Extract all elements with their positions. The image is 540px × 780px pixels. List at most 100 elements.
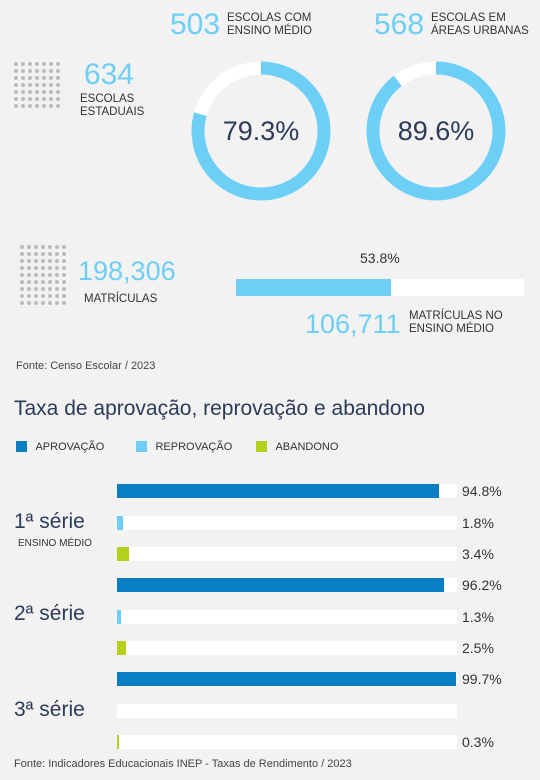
icon-dot <box>35 97 39 101</box>
source-top: Fonte: Censo Escolar / 2023 <box>16 360 156 372</box>
icon-dot <box>49 104 53 108</box>
icon-dot <box>56 83 60 87</box>
icon-dot <box>34 294 38 298</box>
icon-dot <box>42 76 46 80</box>
bar <box>117 609 122 624</box>
bar <box>117 735 119 749</box>
icon-dot <box>56 90 60 94</box>
icon-dot <box>49 90 53 94</box>
icon-dot <box>41 294 45 298</box>
bar-value-label: 1.8% <box>462 514 494 531</box>
ensino-medio-pct: 79.3% <box>222 116 300 146</box>
icon-dot <box>28 97 32 101</box>
icon-dot <box>27 259 31 263</box>
icon-dot <box>35 104 39 108</box>
icon-dot <box>41 301 45 305</box>
icon-dot <box>56 69 60 73</box>
legend: APROVAÇÃO REPROVAÇÃO ABANDONO <box>16 438 516 453</box>
icon-dot <box>62 245 66 249</box>
icon-dot <box>42 104 46 108</box>
legend-item-reprovacao: REPROVAÇÃO <box>136 438 232 456</box>
section-title: Taxa de aprovação, reprovação e abandono <box>14 397 425 420</box>
icon-dot <box>48 301 52 305</box>
bar <box>117 484 440 498</box>
icon-dot <box>28 76 32 80</box>
icon-dot <box>14 83 18 87</box>
icon-dot <box>34 280 38 284</box>
legend-item-abandono: ABANDONO <box>256 438 338 456</box>
matriculas-em-fill <box>236 279 391 296</box>
icon-dot <box>21 97 25 101</box>
icon-dot <box>55 252 59 256</box>
legend-label-abandono: ABANDONO <box>275 440 339 453</box>
icon-dot <box>48 252 52 256</box>
icon-dot <box>41 273 45 277</box>
icon-dot <box>55 301 59 305</box>
icon-dot <box>20 252 24 256</box>
urbanas-label: ESCOLAS EM ÁREAS URBANAS <box>431 12 529 37</box>
icon-dot <box>62 287 66 291</box>
icon-dot <box>27 252 31 256</box>
legend-swatch-aprovacao <box>16 441 27 453</box>
icon-dot <box>62 273 66 277</box>
icon-dot <box>48 259 52 263</box>
matriculas-em-track <box>236 279 524 296</box>
legend-item-aprovacao: APROVAÇÃO <box>16 438 104 456</box>
icon-dot <box>48 294 52 298</box>
icon-dot <box>49 97 53 101</box>
bar <box>117 641 126 655</box>
bar-track <box>117 703 457 718</box>
legend-swatch-reprovacao <box>136 441 147 453</box>
icon-dot <box>28 90 32 94</box>
legend-label-aprovacao: APROVAÇÃO <box>35 440 105 453</box>
icon-dot <box>49 69 53 73</box>
urbanas-ring-fill <box>366 61 506 201</box>
icon-dot <box>42 69 46 73</box>
icon-dot <box>55 280 59 284</box>
icon-dot <box>62 259 66 263</box>
icon-dot <box>41 259 45 263</box>
icon-dot <box>20 266 24 270</box>
group-label: 2ª série <box>14 602 85 625</box>
icon-dot <box>55 259 59 263</box>
icon-dot <box>42 83 46 87</box>
icon-dot <box>28 62 32 66</box>
bar <box>117 515 124 530</box>
icon-dot <box>41 287 45 291</box>
enrollment-icon <box>20 245 66 305</box>
school-building-icon <box>14 62 60 108</box>
ensino-medio-ring <box>191 61 331 201</box>
icon-dot <box>14 62 18 66</box>
icon-dot <box>55 245 59 249</box>
icon-dot <box>49 76 53 80</box>
icon-dot <box>48 287 52 291</box>
icon-dot <box>21 104 25 108</box>
ensino-medio-label: ESCOLAS COM ENSINO MÉDIO <box>227 12 312 37</box>
icon-dot <box>35 83 39 87</box>
group-sublabel: ENSINO MÉDIO <box>18 538 92 549</box>
icon-dot <box>20 245 24 249</box>
icon-dot <box>55 287 59 291</box>
icon-dot <box>49 62 53 66</box>
icon-dot <box>21 83 25 87</box>
icon-dot <box>27 280 31 284</box>
bar-track <box>117 735 457 749</box>
icon-dot <box>34 252 38 256</box>
icon-dot <box>48 280 52 284</box>
group-label: 1ª série <box>14 510 85 533</box>
icon-dot <box>62 252 66 256</box>
icon-dot <box>42 90 46 94</box>
icon-dot <box>34 273 38 277</box>
bar-track <box>117 609 457 624</box>
icon-dot <box>41 252 45 256</box>
bar <box>117 672 456 686</box>
icon-dot <box>27 287 31 291</box>
icon-dot <box>35 62 39 66</box>
icon-dot <box>28 83 32 87</box>
icon-dot <box>41 266 45 270</box>
icon-dot <box>35 90 39 94</box>
icon-dot <box>34 245 38 249</box>
icon-dot <box>62 280 66 284</box>
icon-dot <box>56 104 60 108</box>
matriculas-label: MATRÍCULAS <box>84 293 158 305</box>
